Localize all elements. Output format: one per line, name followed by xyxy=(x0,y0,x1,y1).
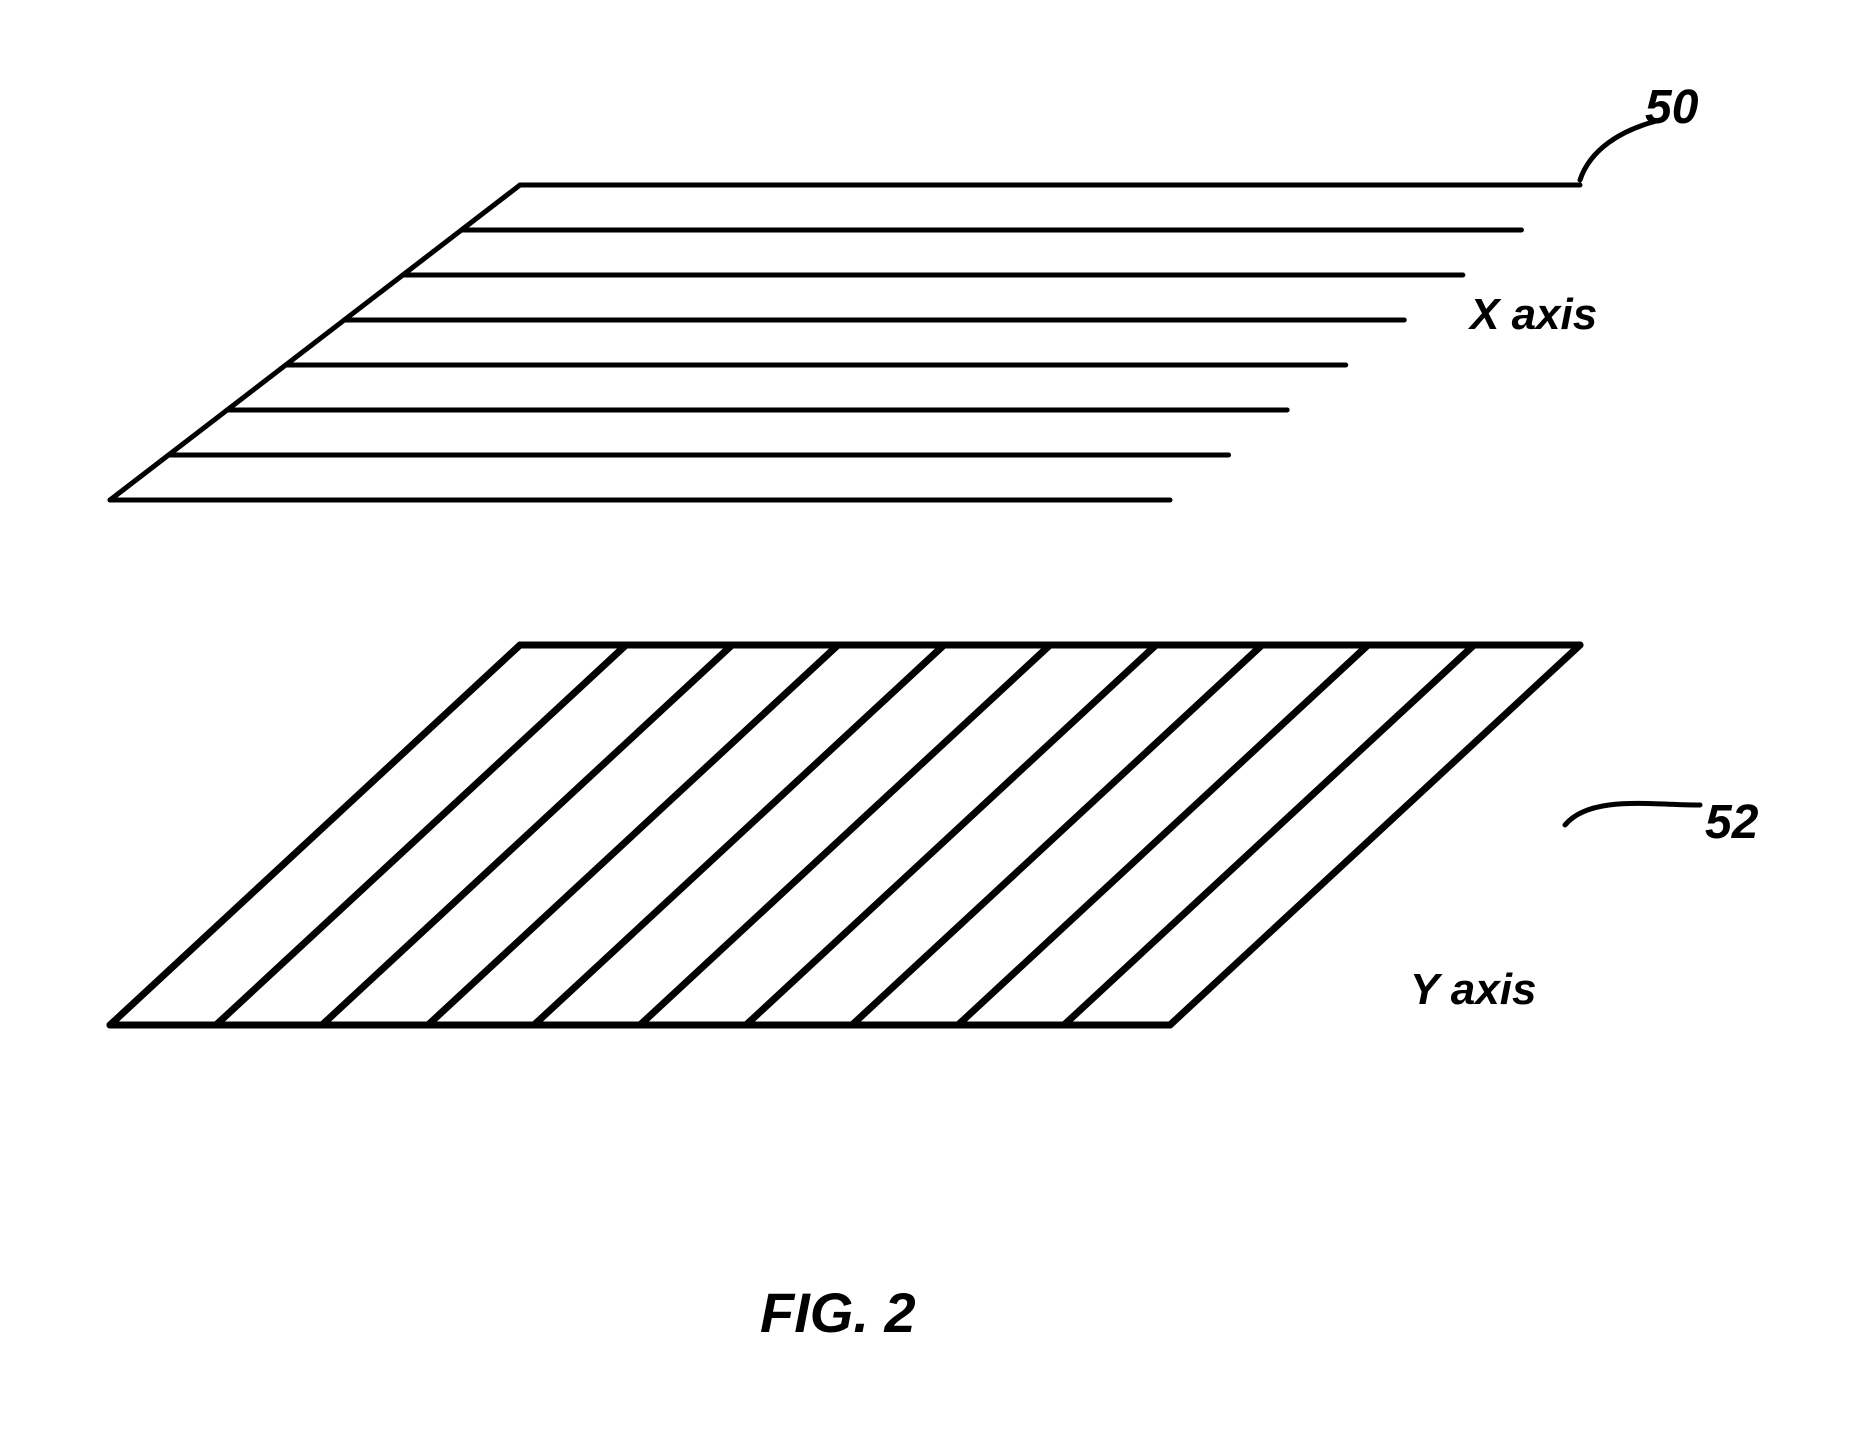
x-axis-label: X axis xyxy=(1470,290,1597,340)
figure-caption: FIG. 2 xyxy=(760,1280,916,1345)
ref-label-52: 52 xyxy=(1705,795,1758,850)
diagram-container: 50 X axis 52 Y axis FIG. 2 xyxy=(0,0,1868,1453)
y-axis-label: Y axis xyxy=(1410,965,1536,1015)
ref-label-50: 50 xyxy=(1645,80,1698,135)
diagram-svg xyxy=(0,0,1868,1453)
